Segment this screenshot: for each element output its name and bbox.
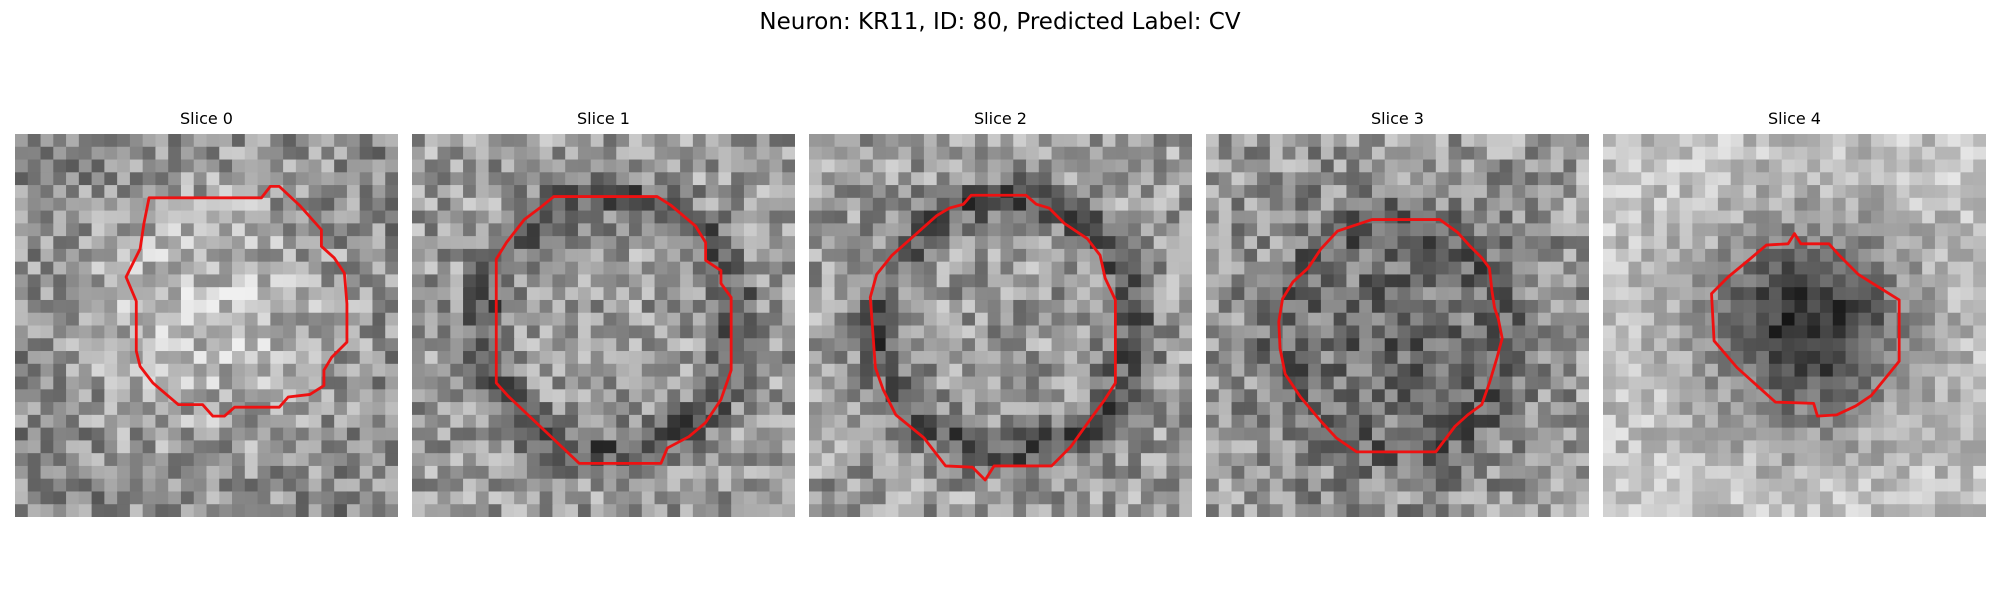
slice-panel-1: Slice 1 <box>412 108 795 518</box>
slice-panel-2: Slice 2 <box>809 108 1192 518</box>
pixel-grid <box>1206 134 1589 517</box>
slice-title: Slice 2 <box>974 109 1027 128</box>
roi-contour <box>124 184 349 418</box>
pixel-grid <box>15 134 398 517</box>
figure-title: Neuron: KR11, ID: 80, Predicted Label: C… <box>759 9 1241 35</box>
slice-title: Slice 0 <box>180 109 233 128</box>
slice-title: Slice 4 <box>1768 109 1821 128</box>
slice-image <box>1206 134 1589 517</box>
slice-panel-0: Slice 0 <box>15 108 398 518</box>
slice-panel-3: Slice 3 <box>1206 108 1589 518</box>
roi-contour <box>868 193 1117 482</box>
pixel-grid <box>1603 134 1986 517</box>
slice-image <box>15 134 398 517</box>
roi-contour <box>1710 232 1901 418</box>
slice-image <box>809 134 1192 517</box>
slice-title: Slice 1 <box>577 109 630 128</box>
roi-contour <box>494 195 733 465</box>
pixel-grid <box>412 134 795 517</box>
slice-image <box>412 134 795 517</box>
slice-image <box>1603 134 1986 517</box>
slice-panel-4: Slice 4 <box>1603 108 1986 518</box>
slice-title: Slice 3 <box>1371 109 1424 128</box>
roi-contour <box>1277 218 1504 454</box>
pixel-grid <box>809 134 1192 517</box>
